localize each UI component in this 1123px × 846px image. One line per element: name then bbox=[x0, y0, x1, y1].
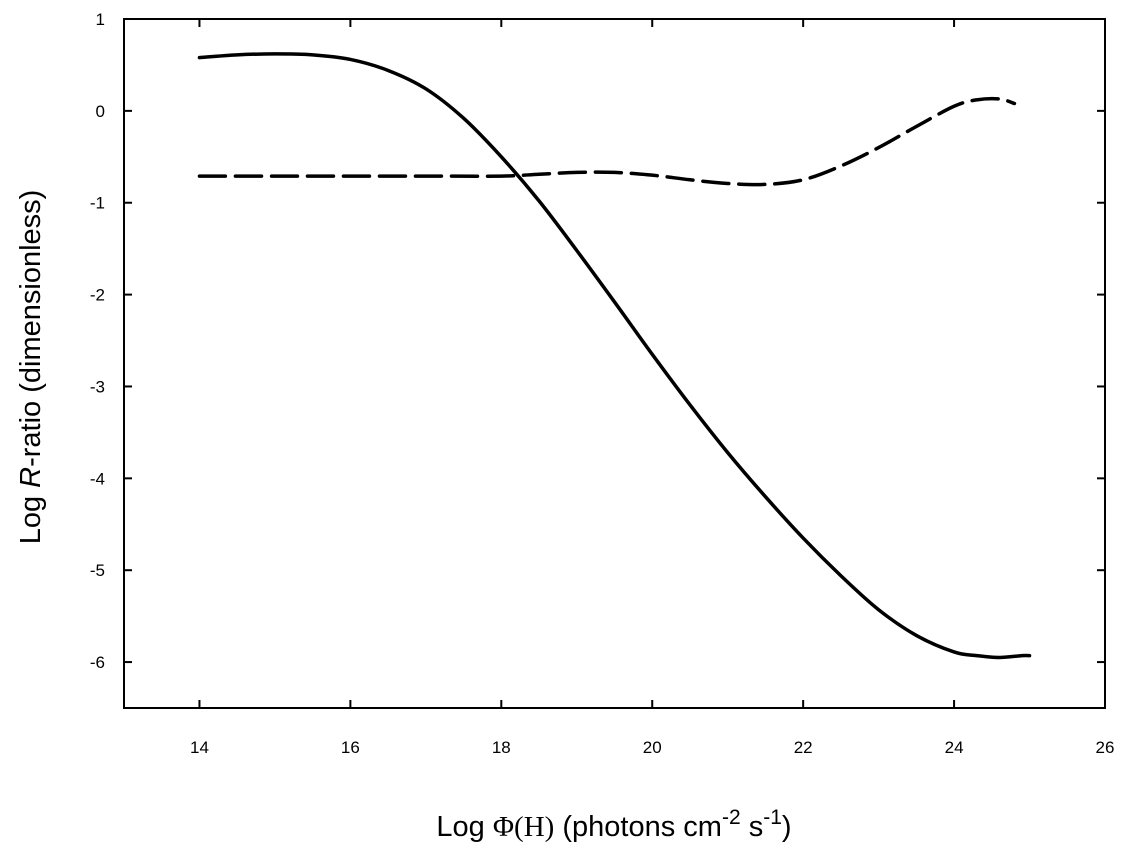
x-tick-label: 22 bbox=[794, 738, 813, 757]
x-tick-label: 16 bbox=[341, 738, 360, 757]
x-tick-label: 18 bbox=[492, 738, 511, 757]
y-tick-label: -4 bbox=[90, 469, 105, 488]
axis-ticks: 14 16 18 20 22 24 26 1 0 -1 -2 -3 -4 -5 -6 bbox=[90, 10, 1115, 757]
y-axis-label: Log R-ratio (dimensionless) bbox=[15, 190, 47, 545]
x-tick-label: 24 bbox=[945, 738, 964, 757]
y-tick-label: -2 bbox=[90, 286, 105, 305]
y-tick-label: -5 bbox=[90, 561, 105, 580]
x-tick-label: 26 bbox=[1096, 738, 1115, 757]
y-tick-label: -6 bbox=[90, 653, 105, 672]
x-axis-label: Log Φ(H) (photons cm-2 s-1) bbox=[436, 806, 791, 843]
y-tick-label: 0 bbox=[96, 102, 105, 121]
x-tick-label: 20 bbox=[643, 738, 662, 757]
y-tick-label: -3 bbox=[90, 377, 105, 396]
y-tick-label: -1 bbox=[90, 194, 105, 213]
y-tick-label: 1 bbox=[96, 10, 105, 29]
series-group bbox=[197, 52, 1032, 660]
series-solid-line bbox=[197, 52, 1032, 660]
plot-frame bbox=[123, 18, 1106, 709]
series-dashed-line bbox=[197, 96, 1017, 187]
x-tick-label: 14 bbox=[190, 738, 209, 757]
